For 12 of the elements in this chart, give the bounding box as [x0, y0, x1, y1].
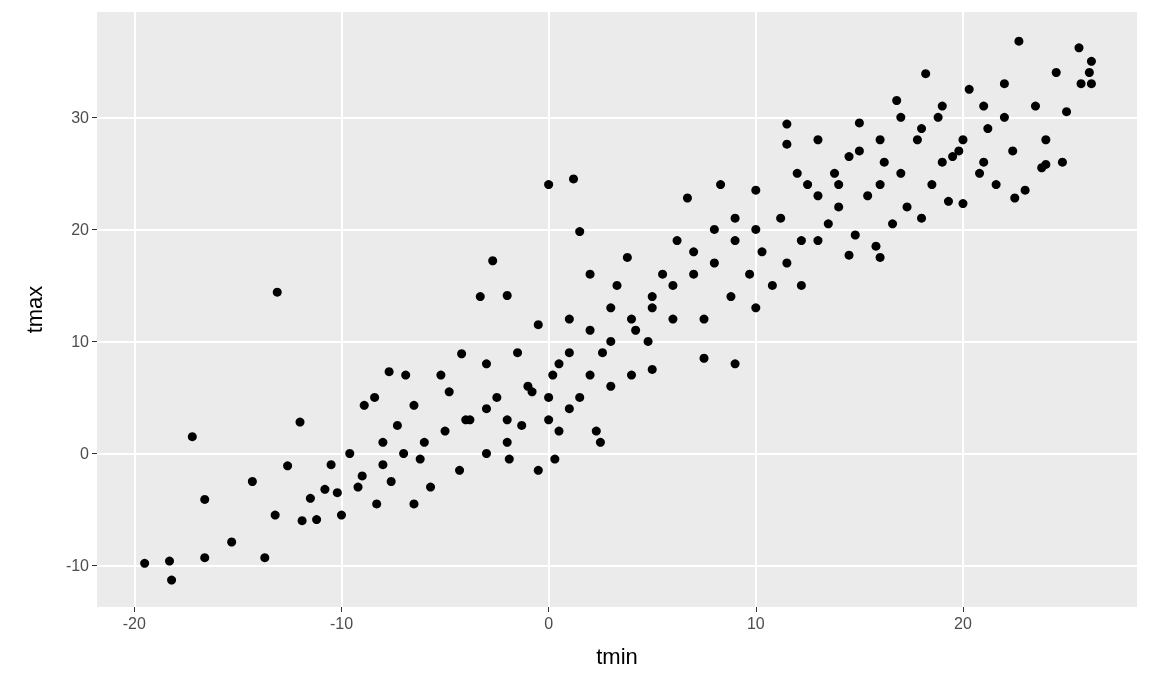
y-tick-label: 30 [71, 108, 90, 126]
x-tick-label: -20 [122, 614, 146, 632]
y-axis-title: tmax [21, 285, 47, 334]
x-axis-title: tmin [596, 643, 638, 669]
y-tick-label: -10 [65, 557, 90, 575]
x-tick-label: 0 [544, 614, 554, 632]
x-tick-label: -10 [329, 614, 354, 632]
y-tick-label: 20 [71, 220, 90, 238]
x-tick-label: 20 [954, 614, 972, 632]
y-tick-label: 10 [71, 332, 90, 350]
x-tick-label: 10 [746, 614, 765, 632]
y-tick-label: 0 [80, 444, 90, 462]
